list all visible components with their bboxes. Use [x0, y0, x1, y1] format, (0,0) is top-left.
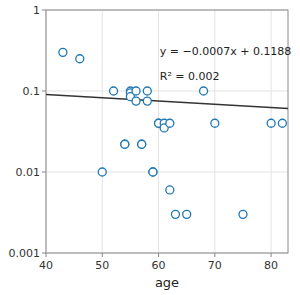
x-tick — [102, 253, 103, 257]
x-tick — [46, 253, 47, 257]
scatter-point — [143, 87, 151, 95]
x-tick — [271, 253, 272, 257]
y-tick — [42, 91, 46, 92]
y-grid-line — [46, 91, 288, 92]
scatter-point — [149, 168, 157, 176]
scatter-point — [98, 168, 106, 176]
scatter-point — [239, 210, 247, 218]
x-grid-line — [102, 10, 103, 253]
scatter-point — [183, 210, 191, 218]
x-axis: 40 50 60 70 80 — [39, 253, 278, 272]
trend-line — [46, 94, 288, 108]
annotations: y = −0.0007x + 0.1188 R² = 0.002 — [160, 45, 292, 82]
scatter-point — [59, 48, 67, 56]
scatter-point — [121, 140, 129, 148]
scatter-point — [267, 119, 275, 127]
y-tick — [42, 253, 46, 254]
x-tick — [214, 253, 215, 257]
data-layer — [46, 48, 288, 218]
scatter-point — [138, 140, 146, 148]
scatter-point — [76, 55, 84, 63]
chart-container: 40 50 60 70 80 0.001 0.01 0.1 1 age y = −0.0007x +… — [0, 0, 300, 295]
x-tick-label: 40 — [39, 259, 53, 272]
scatter-point — [211, 119, 219, 127]
y-axis: 0.001 0.01 0.1 1 — [9, 4, 47, 260]
annotation: R² = 0.002 — [160, 70, 220, 83]
chart-svg: 40 50 60 70 80 0.001 0.01 0.1 1 age y = −0.0007x +… — [0, 0, 300, 295]
x-tick-label: 50 — [95, 259, 109, 272]
scatter-point — [121, 140, 129, 148]
y-tick — [42, 172, 46, 173]
y-grid-line — [46, 172, 288, 173]
x-tick-label: 70 — [208, 259, 222, 272]
scatter-point — [132, 87, 140, 95]
scatter-point — [138, 140, 146, 148]
scatter-point — [200, 87, 208, 95]
scatter-point — [171, 210, 179, 218]
y-tick — [42, 10, 46, 11]
y-tick-label: 0.01 — [16, 166, 41, 179]
x-tick — [158, 253, 159, 257]
scatter-point — [110, 87, 118, 95]
annotation: y = −0.0007x + 0.1188 — [160, 45, 292, 58]
scatter-point — [166, 119, 174, 127]
scatter-point — [132, 97, 140, 105]
y-tick-label: 0.1 — [23, 85, 41, 98]
scatter-point — [149, 168, 157, 176]
x-tick-label: 80 — [264, 259, 278, 272]
x-tick-label: 60 — [152, 259, 166, 272]
scatter-point — [278, 119, 286, 127]
x-axis-label: age — [155, 275, 179, 290]
scatter-point — [143, 97, 151, 105]
y-tick-label: 1 — [33, 4, 40, 17]
scatter-point — [166, 186, 174, 194]
y-tick-label: 0.001 — [9, 247, 41, 260]
